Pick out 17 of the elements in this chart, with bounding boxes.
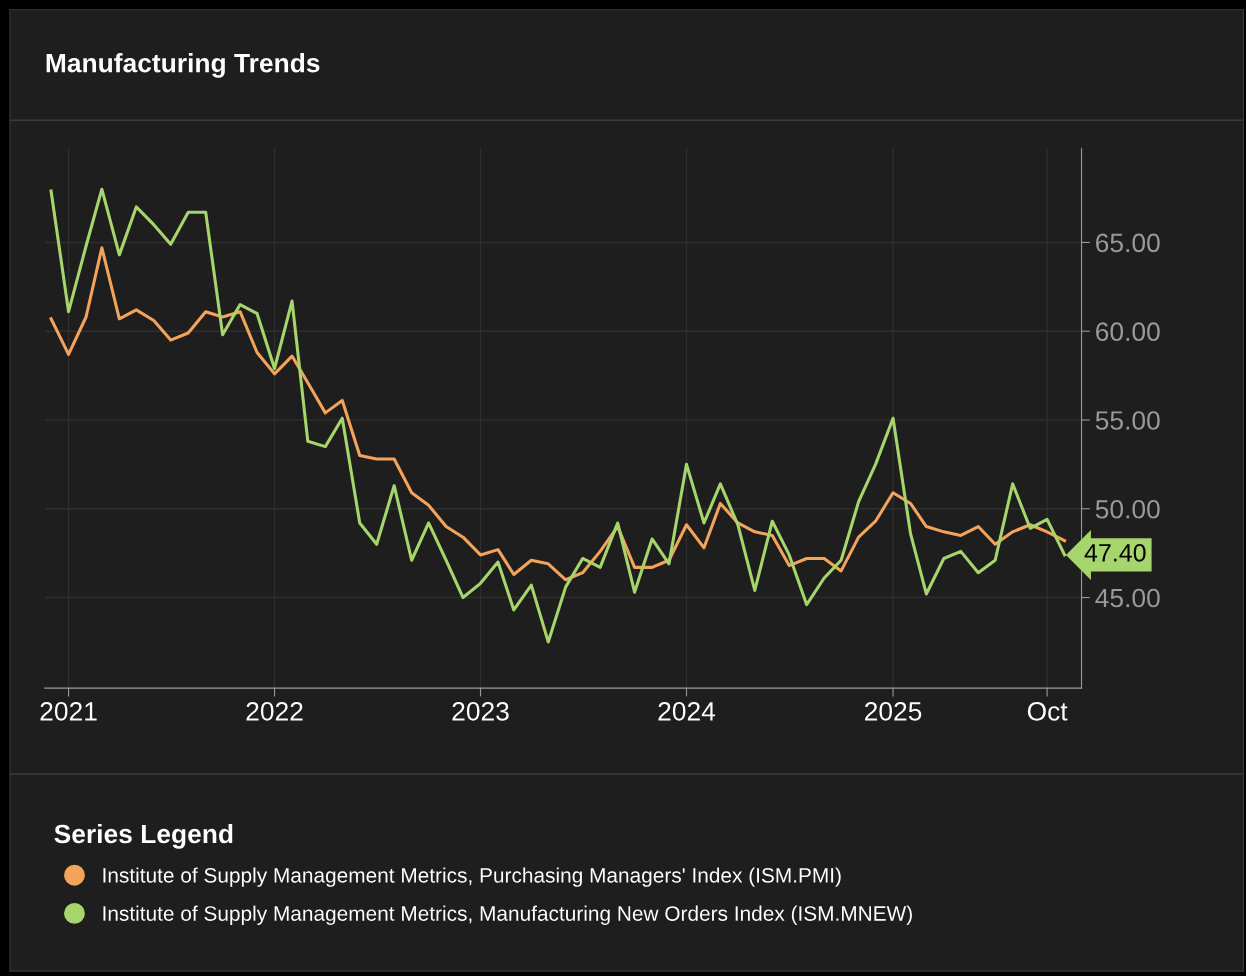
x-tick-label: 2021 [40, 701, 97, 721]
legend-label: Institute of Supply Management Metrics, Manufacturing New Orders Index (ISM.MNEW) [103, 905, 912, 926]
x-tick-label: Oct [1027, 701, 1068, 721]
y-tick-label: 55.00 [1095, 411, 1160, 430]
x-tick-label: 2022 [246, 701, 303, 721]
annotation: 47.40 [1084, 543, 1146, 562]
x-tick-label: 2025 [865, 701, 922, 721]
y-tick-label: 65.00 [1096, 233, 1160, 253]
x-tick-label: 2024 [658, 701, 716, 721]
line-series [49, 246, 1067, 582]
legend-label: Institute of Supply Management Metrics, Purchasing Managers' Index (ISM.PMI) [103, 867, 841, 887]
y-tick-label: 50.00 [1095, 499, 1160, 519]
chart-title: Manufacturing Trends [46, 53, 320, 78]
x-tick-label: 2023 [452, 701, 509, 721]
legend-title: Series Legend [54, 823, 233, 849]
y-tick-label: 60.00 [1096, 322, 1160, 342]
y-tick-label: 45.00 [1095, 588, 1160, 608]
